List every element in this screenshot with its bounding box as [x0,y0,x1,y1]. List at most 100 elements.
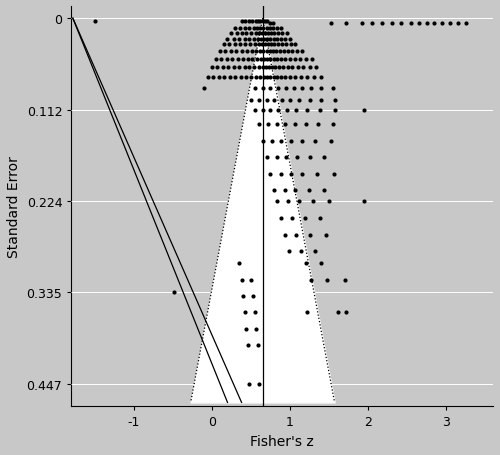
Point [226,74,234,81]
Point [284,198,292,206]
Point [296,56,304,64]
Point [286,36,294,43]
Point [294,65,302,72]
Point [293,48,301,56]
Point [301,215,309,222]
Point [239,56,247,64]
Point [278,215,285,222]
Point [237,74,245,81]
Point [240,25,248,33]
Point [282,36,290,43]
Point [262,154,270,162]
Y-axis label: Standard Error: Standard Error [7,156,21,258]
Point [214,65,222,72]
Point [240,65,248,72]
Point [233,30,241,37]
Point [254,65,262,72]
Point [270,56,278,64]
Point [276,171,284,178]
Point [230,36,237,43]
Point [303,309,311,316]
Point [267,30,275,37]
Point [272,48,280,56]
Point [317,74,325,81]
Point [270,36,278,43]
Point [320,187,328,194]
Point [258,85,266,92]
Point [256,48,264,56]
Point [208,65,216,72]
Point [240,18,248,25]
Point [258,138,266,145]
Point [266,48,274,56]
Point [446,20,454,28]
Point [282,56,290,64]
Point [454,20,462,28]
Point [228,56,236,64]
Point [287,41,295,49]
Point [266,85,274,92]
Point [317,85,325,92]
Point [244,56,252,64]
Point [260,56,268,64]
Point [282,232,290,239]
Point [264,121,272,129]
Point [234,56,241,64]
Point [200,85,208,92]
Point [247,277,255,284]
Point [280,187,288,194]
Point [253,25,261,33]
Point [244,380,252,387]
Point [298,85,306,92]
Point [264,74,272,81]
Point [247,97,255,104]
Point [250,65,258,72]
Point [282,85,290,92]
Point [246,65,254,72]
Point [292,41,300,49]
Point [290,85,298,92]
Point [415,20,423,28]
Point [422,20,430,28]
Point [261,18,269,25]
Point [332,97,340,104]
Point [254,121,262,129]
Point [266,20,274,28]
Point [274,74,281,81]
Point [216,48,224,56]
Point [296,97,304,104]
Point [247,74,255,81]
Point [282,74,290,81]
Point [292,74,300,81]
Point [288,215,296,222]
Point [260,48,268,56]
Point [358,20,366,28]
Point [258,107,266,114]
Point [329,85,337,92]
Point [219,65,227,72]
Point [267,41,275,49]
Point [312,171,320,178]
Point [247,30,255,37]
Point [230,65,237,72]
Point [260,74,268,81]
Point [244,18,252,25]
Point [288,65,296,72]
Point [397,20,405,28]
Point [307,85,315,92]
Point [278,30,286,37]
Point [283,107,291,114]
Point [278,74,285,81]
Point [278,138,285,145]
Point [279,65,287,72]
Point [297,74,305,81]
Point [334,309,342,316]
Point [282,154,290,162]
Point [242,41,250,49]
Point [248,18,256,25]
Point [316,215,324,222]
Point [278,41,286,49]
Point [254,18,262,25]
Point [260,36,268,43]
Point [307,277,315,284]
